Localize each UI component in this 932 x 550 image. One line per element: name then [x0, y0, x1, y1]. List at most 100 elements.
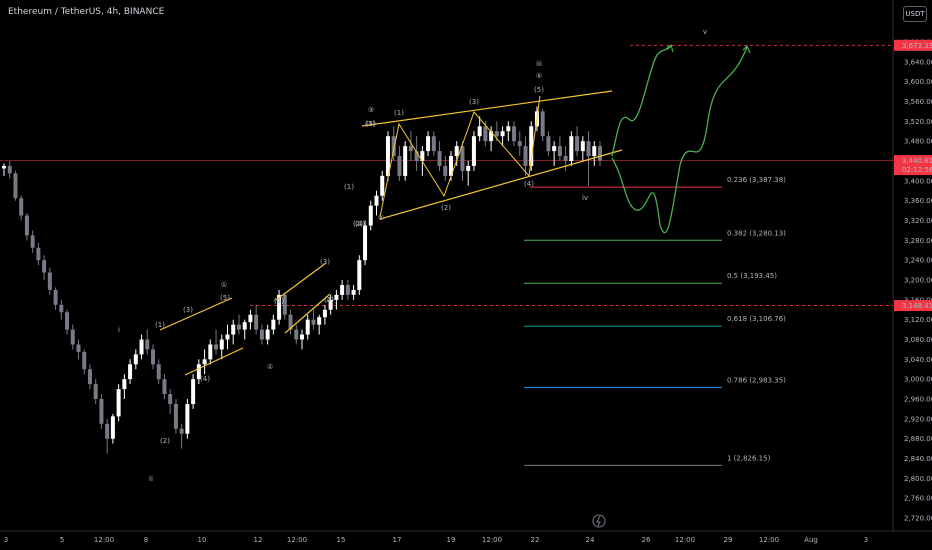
candle-body — [506, 126, 511, 132]
candle-body — [271, 319, 276, 330]
y-tick-label: 3,280.00 — [904, 237, 932, 245]
fib-level-label: 0.382 (3,280.13) — [727, 229, 786, 237]
y-tick-label: 2,880.00 — [904, 435, 932, 443]
candle-body — [19, 198, 24, 216]
candle-body — [414, 151, 419, 161]
candle-body — [454, 146, 459, 157]
candle-body — [500, 131, 505, 137]
minor-wave-label: (5) — [274, 297, 284, 305]
y-tick-label: 2,760.00 — [904, 495, 932, 503]
candle-body — [242, 322, 247, 330]
candle-body — [431, 136, 436, 152]
candle-body — [345, 284, 350, 295]
candle-body — [110, 416, 115, 439]
candle-body — [168, 394, 173, 404]
support-price-label: 3,148.41 — [902, 302, 932, 310]
circled-wave-label: ④ — [378, 214, 384, 222]
fib-level-label: 0.786 (2,983.35) — [727, 376, 786, 384]
candle-body — [128, 364, 133, 380]
current-price-label: 3,440.81 — [902, 157, 932, 165]
candle-body — [443, 165, 448, 176]
candle-body — [282, 294, 287, 315]
y-tick-label: 2,720.00 — [904, 515, 932, 523]
y-tick-label: 3,080.00 — [904, 336, 932, 344]
candle-body — [145, 339, 150, 350]
lightning-glyph — [596, 515, 601, 527]
candle-body — [494, 131, 499, 137]
target-price-label-bg — [894, 39, 932, 51]
channel-line — [159, 297, 233, 331]
x-tick-label: 22 — [531, 536, 540, 544]
x-tick-label: 12:00 — [482, 536, 502, 544]
x-tick-label: Aug — [804, 536, 818, 544]
candle-body — [403, 146, 408, 176]
y-tick-label: 3,200.00 — [904, 277, 932, 285]
candle-body — [53, 289, 58, 305]
candle-body — [569, 136, 574, 161]
candle-body — [540, 111, 545, 137]
candle-body — [259, 329, 264, 340]
candle-body — [47, 272, 52, 290]
candle-body — [202, 359, 207, 365]
minor-wave-label: (2) — [353, 220, 363, 228]
channel-line — [361, 90, 613, 127]
candle-body — [368, 205, 373, 226]
candle-body — [236, 324, 241, 330]
candle-body — [288, 314, 293, 330]
candle-body — [305, 319, 310, 335]
candle-body — [512, 126, 517, 142]
projection-path-2 — [611, 46, 748, 234]
channel-line — [379, 149, 623, 220]
wave-label-iv: iv — [582, 194, 588, 202]
candle-body — [122, 379, 127, 390]
y-tick-label: 2,960.00 — [904, 396, 932, 404]
current-price-label-bg — [894, 155, 932, 176]
candle-body — [82, 351, 87, 370]
candle-body — [59, 304, 64, 313]
minor-wave-label: (2) — [324, 296, 334, 304]
target-price-label: 3,673.33 — [902, 42, 932, 50]
currency-button[interactable]: USDT — [903, 6, 927, 22]
candle-body — [231, 324, 236, 335]
candle-body — [374, 195, 379, 206]
wave-label-v: v — [703, 28, 707, 36]
candle-body — [385, 136, 390, 176]
candle-body — [552, 146, 557, 152]
candle-body — [70, 329, 75, 345]
candle-body — [351, 289, 356, 295]
candle-body — [265, 329, 270, 340]
candle-body — [87, 369, 92, 385]
candle-body — [340, 284, 345, 295]
minor-wave-label: (3) — [183, 306, 193, 314]
y-tick-label: 3,480.00 — [904, 138, 932, 146]
candle-body — [557, 146, 562, 157]
y-tick-label: 3,400.00 — [904, 177, 932, 185]
minor-wave-label: (5) — [220, 294, 230, 302]
x-tick-label: 12:00 — [759, 536, 779, 544]
candle-body — [105, 423, 110, 439]
minor-wave-label: (4) — [324, 296, 334, 304]
y-tick-label: 3,600.00 — [904, 78, 932, 86]
circled-wave-label: ② — [267, 363, 273, 371]
candle-body — [529, 126, 534, 166]
channel-line — [275, 262, 327, 301]
minor-wave-label: (2) — [160, 437, 170, 445]
minor-wave-label: (4) — [524, 180, 534, 188]
minor-wave-label: (1) — [274, 297, 284, 305]
y-tick-label: 3,040.00 — [904, 356, 932, 364]
x-tick-label: 12:00 — [94, 536, 114, 544]
candle-body — [523, 146, 528, 166]
candle-body — [598, 146, 602, 161]
candle-body — [294, 329, 299, 340]
candle-body — [133, 354, 138, 365]
circled-wave-label: ⑤ — [536, 72, 542, 80]
candle-body — [477, 126, 482, 137]
lightning-icon[interactable] — [592, 514, 606, 528]
x-tick-label: 12 — [254, 536, 263, 544]
candle-body — [214, 344, 219, 350]
candle-body — [42, 260, 47, 273]
candle-body — [334, 294, 339, 300]
current-price-label-countdown: 02:12:56 — [902, 166, 932, 174]
